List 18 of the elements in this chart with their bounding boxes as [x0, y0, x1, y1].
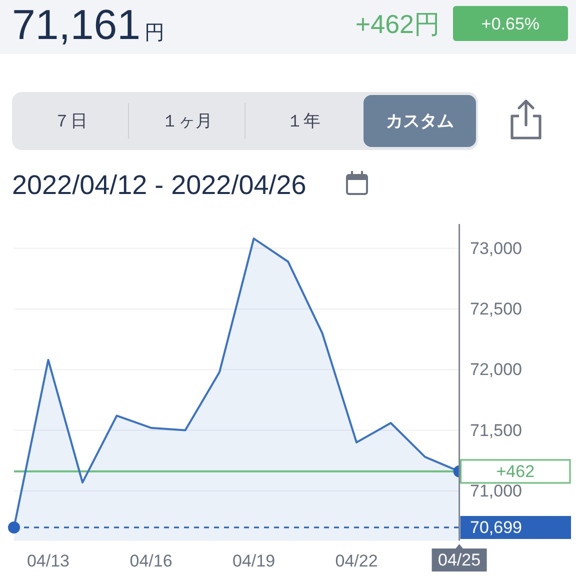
subtitle: 2022/04/12 - 2022/04/26	[12, 170, 306, 200]
xtick-current: 04/25	[432, 544, 487, 572]
xtick: 04/16	[130, 552, 172, 570]
badge: +0.65%	[453, 6, 568, 41]
x-tick-label: 04/25	[438, 550, 481, 570]
xtick: 04/13	[26, 552, 70, 570]
ytick: 71,500	[470, 420, 522, 440]
xtick: 04/19	[232, 552, 276, 570]
ref-label: 70,699	[460, 516, 571, 539]
change: +462円	[355, 9, 440, 39]
ref-line-label: 70,699	[470, 518, 522, 537]
xtick: 04/22	[335, 552, 378, 570]
ytick: 71,000	[470, 481, 522, 500]
ytick: 72,000	[470, 360, 522, 380]
ytick: 73,000	[470, 238, 522, 258]
ytick: 72,500	[470, 299, 522, 318]
annotation: +462	[496, 462, 535, 481]
note-label: +462	[460, 459, 571, 484]
